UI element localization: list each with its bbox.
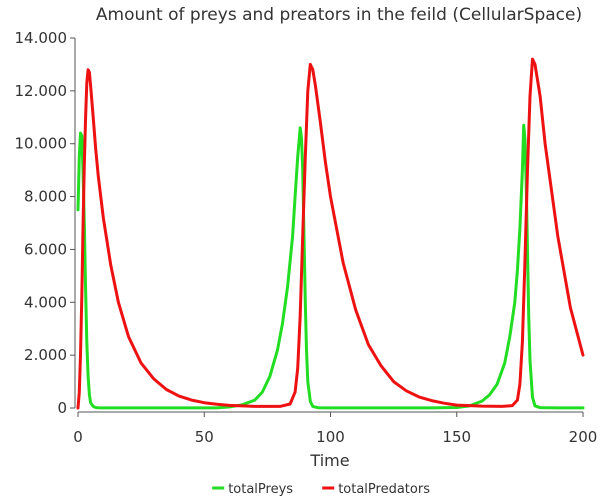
y-tick-label: 6.000 [24, 240, 67, 258]
chart-title: Amount of preys and preators in the feil… [96, 5, 582, 25]
legend: totalPreys totalPredators [212, 482, 430, 497]
legend-label-totalPreys: totalPreys [228, 482, 293, 497]
x-tick-label: 100 [316, 428, 345, 446]
y-tick-label: 2.000 [24, 346, 67, 364]
x-tick-label: 50 [195, 428, 214, 446]
y-tick-label: 12.000 [15, 82, 68, 100]
series-line-totalPredators [76, 57, 585, 410]
x-tick-label: 0 [73, 428, 83, 446]
y-tick-label: 4.000 [24, 293, 67, 311]
y-tick-label: 10.000 [15, 135, 68, 153]
legend-label-totalPredators: totalPredators [338, 482, 430, 497]
series-line-totalPreys [76, 123, 585, 410]
x-axis-title: Time [309, 451, 349, 470]
y-tick-label: 0 [57, 399, 67, 417]
y-tick-label: 8.000 [24, 188, 67, 206]
x-axis: 0 50 100 150 200 [73, 411, 598, 446]
series-lines [76, 57, 585, 410]
y-tick-label: 14.000 [15, 29, 68, 47]
y-axis: 0 2.000 4.000 6.000 8.000 10.000 12.000 14.000 [15, 29, 76, 417]
x-tick-label: 150 [442, 428, 471, 446]
x-tick-label: 200 [569, 428, 598, 446]
